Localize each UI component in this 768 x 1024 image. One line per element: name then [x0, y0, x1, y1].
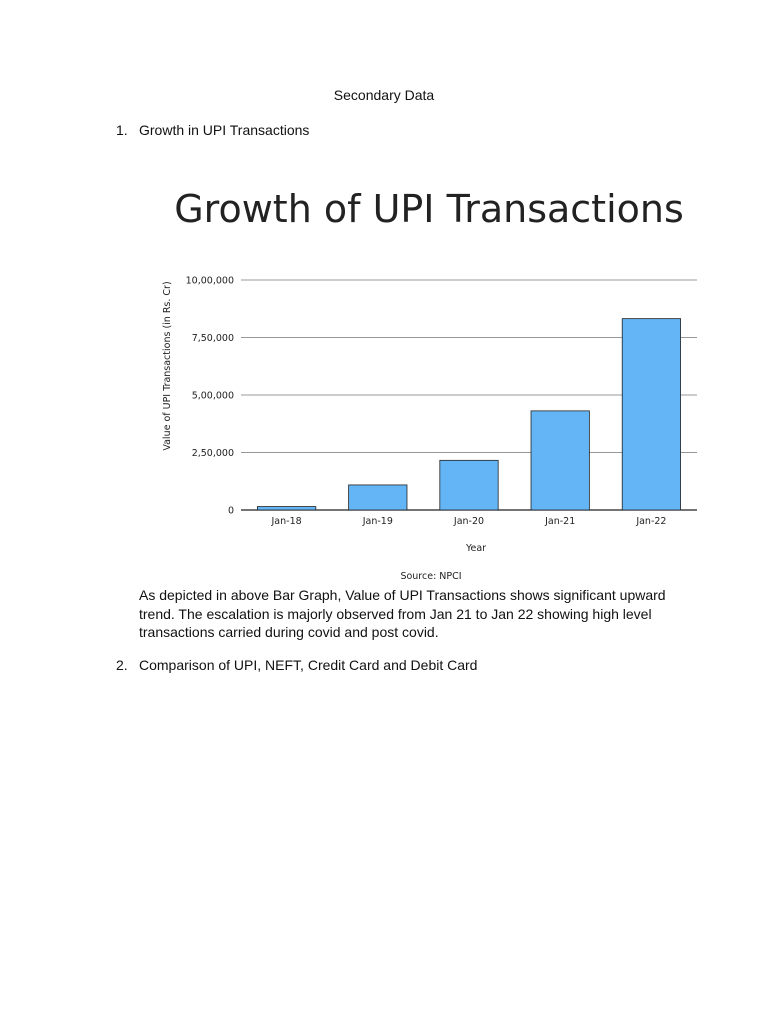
list-text: Comparison of UPI, NEFT, Credit Card and… — [139, 657, 478, 673]
y-axis-label: Value of UPI Transactions (in Rs. Cr) — [162, 281, 173, 450]
x-tick-label: Jan-20 — [453, 516, 484, 527]
list-text: Growth in UPI Transactions — [139, 122, 310, 138]
list-number: 2. — [116, 657, 128, 673]
analysis-paragraph: As depicted in above Bar Graph, Value of… — [139, 587, 666, 640]
list-number: 1. — [116, 122, 128, 138]
page-heading: Secondary Data — [333, 87, 435, 103]
bar-jan-19 — [348, 484, 408, 511]
x-tick-label: Jan-21 — [544, 516, 575, 527]
bar-jan-18 — [257, 506, 317, 511]
list-item-2: 2. Comparison of UPI, NEFT, Credit Card a… — [116, 656, 477, 674]
bar-jan-21 — [530, 410, 590, 511]
x-tick-label: Jan-18 — [271, 516, 302, 527]
chart-title: Growth of UPI Transactions — [174, 187, 684, 231]
x-tick-label: Jan-19 — [362, 516, 393, 527]
bar-jan-20 — [439, 459, 499, 511]
bar-jan-22 — [621, 318, 681, 511]
list-item-1: 1. Growth in UPI Transactions — [116, 121, 309, 139]
y-tick-label: 7,50,000 — [192, 333, 234, 344]
y-tick-label: 5,00,000 — [192, 391, 234, 402]
y-tick-label: 2,50,000 — [192, 448, 234, 459]
y-tick-label: 0 — [228, 506, 234, 517]
y-tick-label: 10,00,000 — [186, 276, 234, 287]
x-axis-label: Year — [465, 543, 486, 554]
x-tick-label: Jan-22 — [635, 516, 666, 527]
chart-source: Source: NPCI — [400, 571, 461, 582]
